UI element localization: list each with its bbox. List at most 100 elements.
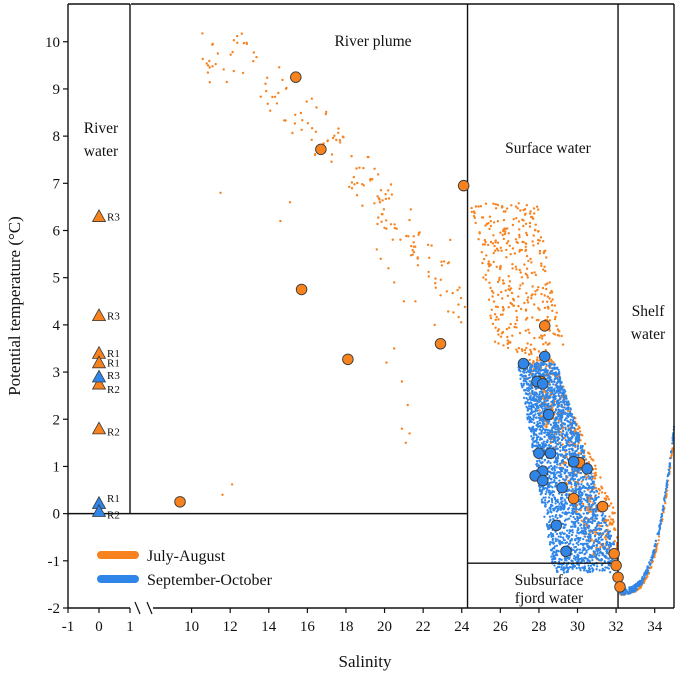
ctd-point-july-august [612,520,615,523]
ctd-point-july-august [497,328,500,331]
ctd-point-september-october [604,534,608,537]
ctd-point-september-october [558,471,561,474]
ctd-point-september-october [556,405,559,409]
ctd-point-september-october [546,509,549,512]
ctd-point-september-october [584,509,587,512]
ctd-point-september-october [609,571,612,574]
ctd-point-july-august [407,235,410,238]
ctd-point-july-august [284,87,288,91]
ctd-point-july-august [521,282,524,285]
ctd-point-july-august [379,189,383,192]
ctd-point-july-august [232,39,236,42]
ctd-point-july-august [601,487,604,490]
x-tick-label: 34 [647,619,663,635]
ctd-point-july-august [507,232,510,235]
ctd-point-september-october [555,481,558,485]
ctd-point-september-october [559,515,562,518]
ctd-point-september-october [558,417,561,421]
ctd-point-july-august [552,361,555,364]
ctd-point-september-october [569,525,573,528]
ctd-point-july-august [613,511,616,515]
ctd-point-july-august [524,318,528,321]
ctd-point-july-august [524,242,528,245]
ctd-point-september-october [565,402,568,406]
ctd-point-september-october [547,395,550,399]
ctd-point-september-october [555,476,558,480]
ctd-point-september-october [533,421,536,425]
ctd-point-july-august [485,254,488,257]
y-tick-label: 0 [53,507,61,523]
ctd-point-july-august [487,222,490,225]
ctd-point-september-october [557,410,560,414]
axis-break-mark [134,601,141,615]
ctd-point-july-august [499,264,502,268]
bottle-sample-july-august [295,283,308,296]
ctd-point-september-october [658,527,662,531]
ctd-point-september-october [548,489,551,493]
ctd-point-july-august [458,286,461,289]
ctd-point-july-august [560,334,563,338]
ctd-point-july-august [541,286,545,290]
ctd-point-september-october [577,521,580,525]
ctd-point-september-october [552,555,555,558]
bottle-sample-september-october [544,447,557,459]
ctd-point-september-october [573,467,577,470]
ctd-point-september-october [521,370,525,373]
x-tick-label: 28 [531,619,546,635]
ctd-point-september-october [565,442,568,445]
ctd-point-september-october [585,551,588,554]
ctd-point-september-october [538,432,541,435]
ctd-point-september-october [519,370,522,373]
ctd-point-july-august [525,292,528,295]
ctd-point-september-october [544,501,547,505]
ctd-point-september-october [531,442,534,445]
ctd-point-september-october [583,516,587,520]
ctd-point-september-october [555,532,559,536]
ctd-point-july-august [508,280,512,283]
ctd-point-july-august [281,78,284,82]
ctd-point-july-august [494,249,497,252]
river-station-label: R2 [107,384,120,396]
x-tick-label: 1 [126,619,134,635]
ctd-point-september-october [564,446,567,449]
ctd-point-july-august [481,216,485,219]
ctd-point-july-august [479,205,483,208]
ctd-point-july-august [384,193,387,196]
ctd-point-july-august [496,280,500,284]
ctd-point-september-october [577,540,580,543]
ctd-point-july-august [646,575,649,578]
ctd-point-september-october [540,490,543,493]
ctd-point-september-october [659,522,663,525]
ctd-point-september-october [522,382,526,385]
ctd-point-september-october [554,537,557,540]
ctd-point-september-october [663,496,666,499]
ctd-point-july-august [481,261,484,265]
ctd-point-september-october [583,542,586,545]
ctd-point-september-october [583,524,586,527]
ctd-point-september-october [541,363,544,366]
ctd-point-july-august [534,293,537,296]
ctd-point-july-august [529,210,532,213]
ctd-point-september-october [603,518,606,521]
ctd-point-september-october [532,436,535,439]
ctd-point-september-october [553,372,556,375]
ctd-point-july-august [565,461,568,465]
ctd-point-july-august [483,238,486,242]
ctd-point-july-august [225,80,228,84]
ctd-point-july-august [517,347,521,350]
ctd-point-september-october [565,417,568,420]
ctd-point-july-august [528,212,532,215]
ctd-point-september-october [579,444,583,448]
river-plume-label: River plume [334,33,411,50]
bottle-sample-september-october [537,474,549,487]
ctd-point-september-october [557,372,560,375]
ctd-point-september-october [665,486,668,489]
ctd-point-july-august [537,350,541,353]
ctd-point-july-august [516,207,519,210]
ctd-point-september-october [574,517,577,521]
bottle-sample-september-october [567,455,580,468]
ctd-point-september-october [554,395,557,398]
ctd-point-september-october [547,373,550,377]
ctd-point-september-october [577,563,581,567]
ctd-point-july-august [350,155,353,158]
